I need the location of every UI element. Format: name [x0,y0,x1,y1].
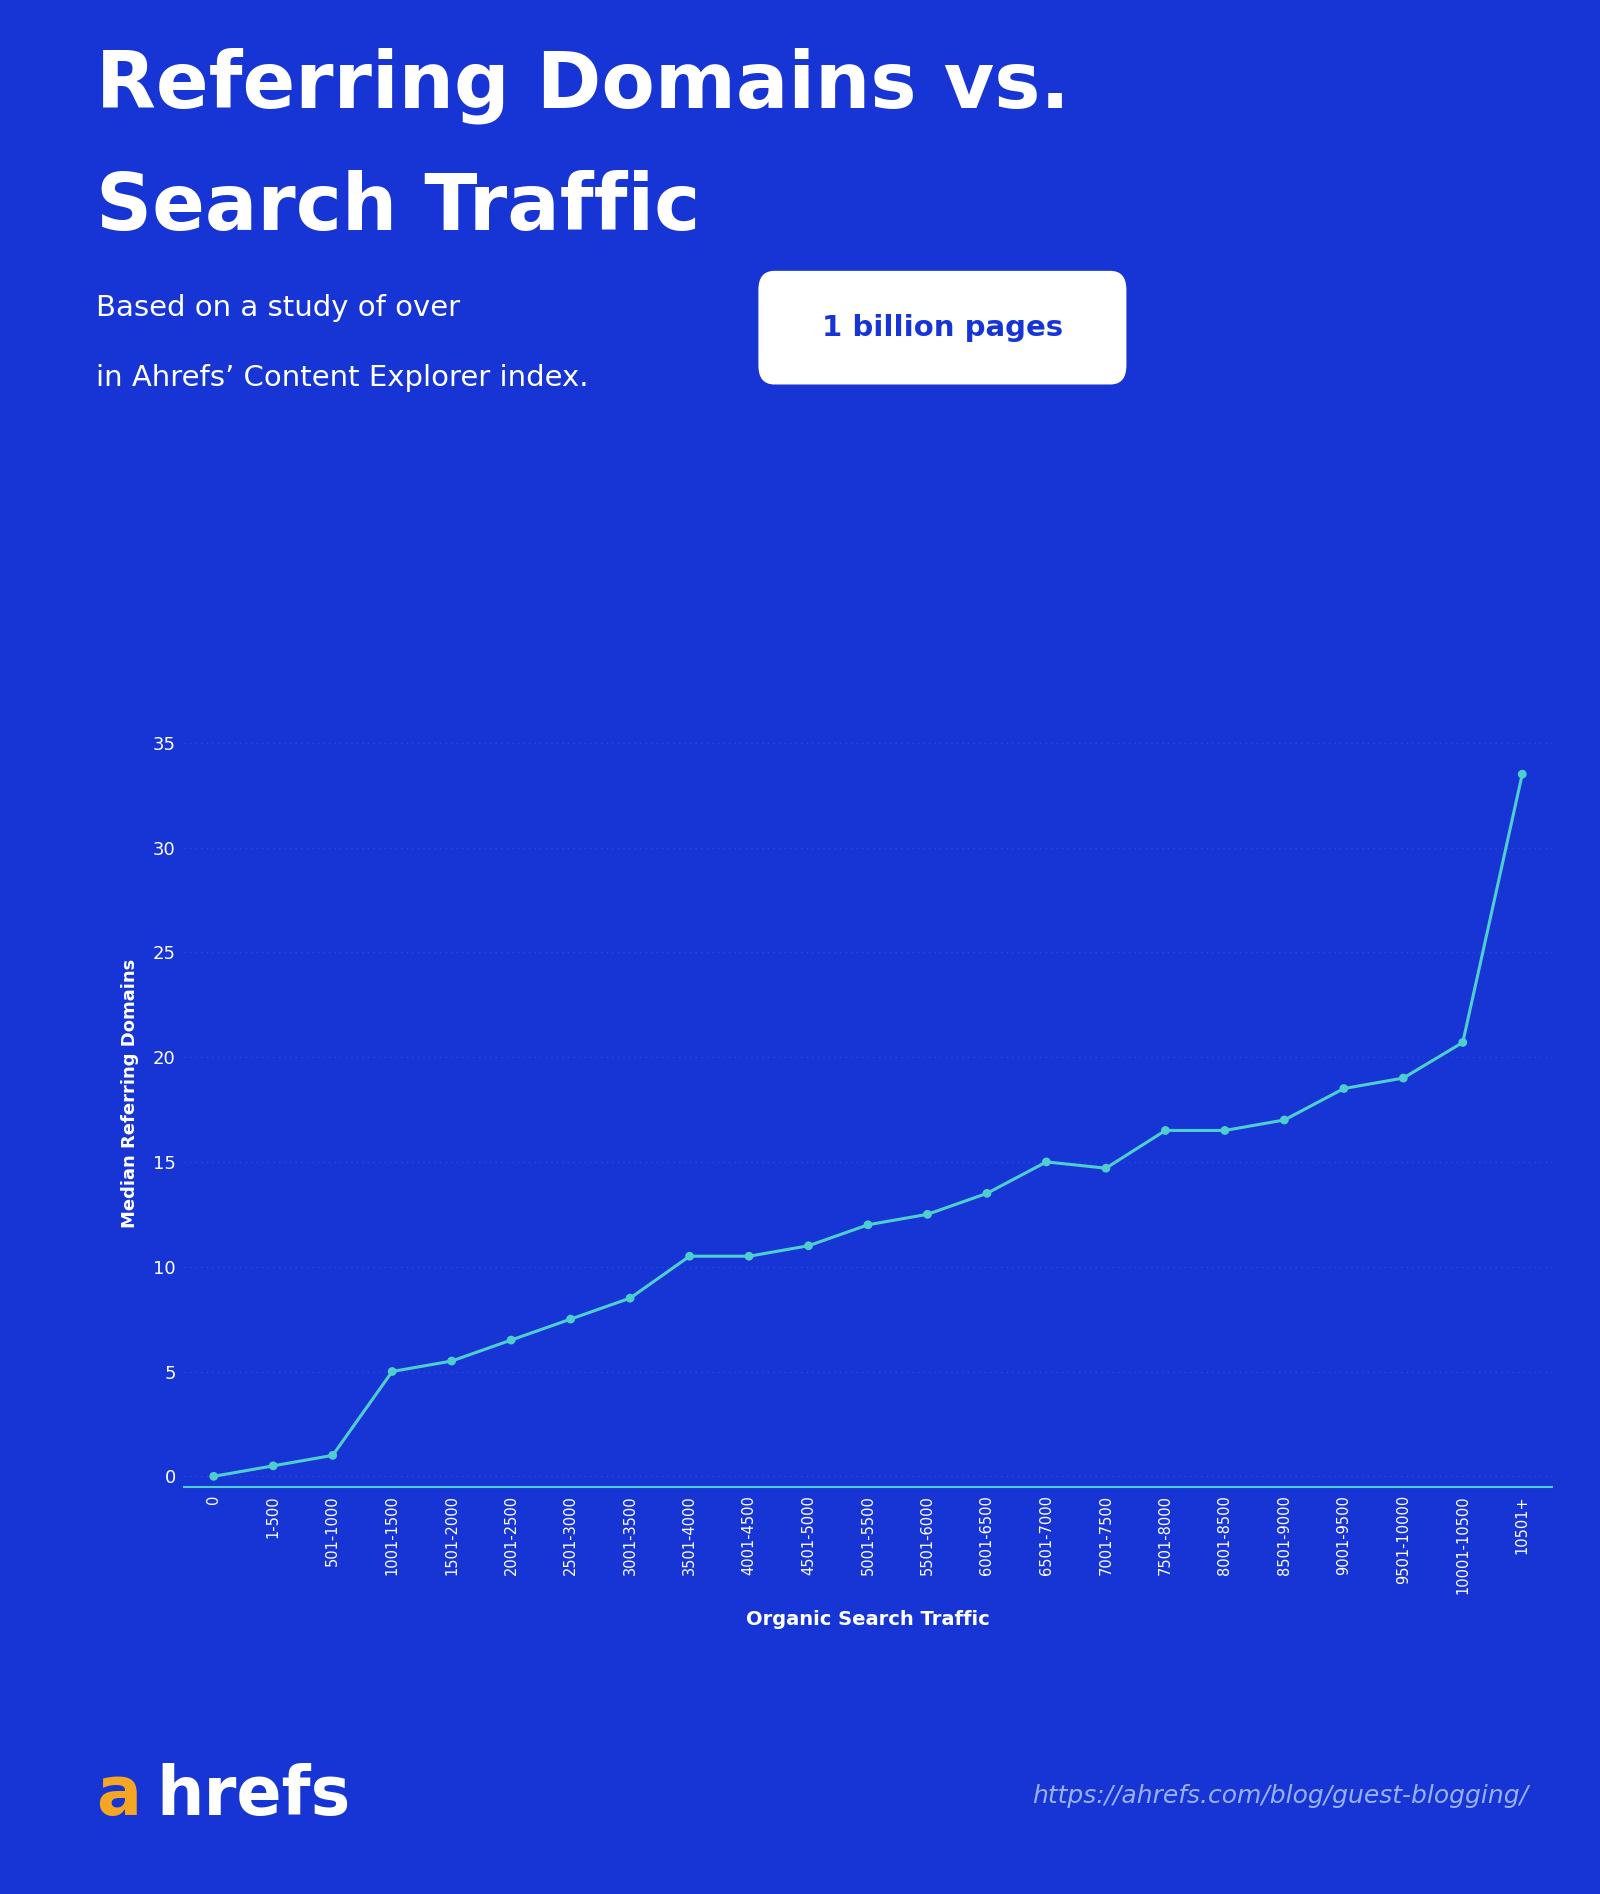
Point [677,1241,702,1271]
Point [736,1241,762,1271]
Point [974,1178,1000,1208]
Text: https://ahrefs.com/blog/guest-blogging/: https://ahrefs.com/blog/guest-blogging/ [1032,1784,1528,1807]
Text: Based on a study of over: Based on a study of over [96,294,478,322]
Text: hrefs: hrefs [157,1763,350,1828]
Point [1331,1074,1357,1104]
Point [498,1326,523,1356]
X-axis label: Organic Search Traffic: Organic Search Traffic [746,1610,990,1629]
Text: 1 billion pages: 1 billion pages [822,314,1062,341]
Point [438,1347,464,1377]
Point [1509,759,1534,790]
Point [320,1439,346,1470]
Text: in Ahrefs’ Content Explorer index.: in Ahrefs’ Content Explorer index. [96,364,589,392]
Text: Referring Domains vs.: Referring Domains vs. [96,47,1070,123]
Point [1093,1153,1118,1184]
Point [854,1210,880,1241]
Point [1034,1146,1059,1176]
Point [202,1460,227,1491]
Point [795,1231,821,1261]
Point [379,1356,405,1386]
Point [1213,1116,1238,1146]
Point [558,1303,584,1333]
Point [915,1199,941,1229]
Y-axis label: Median Referring Domains: Median Referring Domains [120,958,139,1229]
Point [1152,1116,1178,1146]
Point [1272,1104,1298,1135]
Point [1390,1063,1416,1093]
Text: Search Traffic: Search Traffic [96,170,701,246]
Point [618,1282,643,1313]
Text: a: a [96,1763,141,1828]
Point [261,1451,286,1481]
Point [1450,1027,1475,1057]
